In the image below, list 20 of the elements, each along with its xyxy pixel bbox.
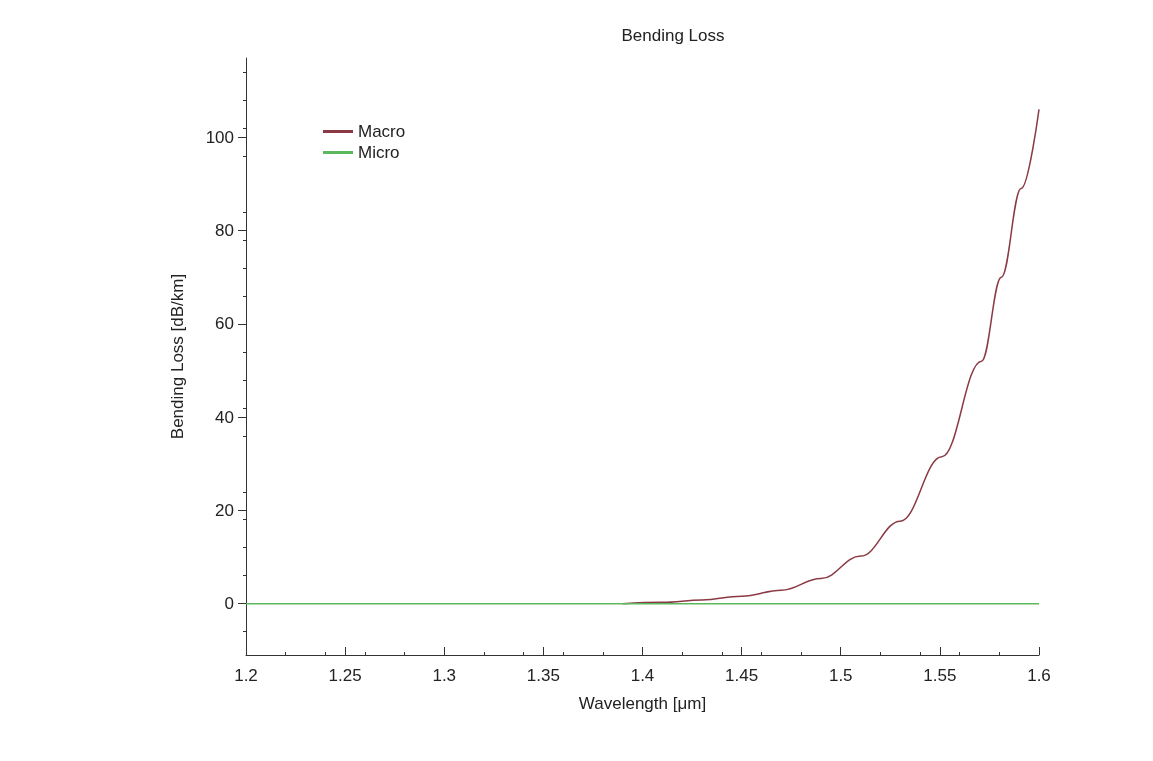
y-tick-label: 80 xyxy=(215,221,234,241)
legend-label: Micro xyxy=(358,143,400,162)
x-tick-label: 1.3 xyxy=(432,666,457,685)
y-tick-label: 100 xyxy=(205,127,234,147)
x-tick-label: 1.25 xyxy=(328,666,362,685)
x-tick-label: 1.35 xyxy=(526,666,560,685)
y-tick-label: 40 xyxy=(215,407,234,427)
y-tick-label: 0 xyxy=(224,594,234,614)
chart-title: Bending Loss xyxy=(621,26,725,45)
y-tick-label: 20 xyxy=(215,500,234,520)
x-tick-label: 1.5 xyxy=(828,666,853,685)
legend-label: Macro xyxy=(358,122,406,141)
y-tick-label: 60 xyxy=(215,314,234,334)
x-tick-label: 1.4 xyxy=(630,666,655,685)
x-tick-label: 1.2 xyxy=(234,666,258,685)
x-tick-label: 1.45 xyxy=(725,666,759,685)
x-tick-label: 1.6 xyxy=(1027,666,1051,685)
x-tick-label: 1.55 xyxy=(923,666,957,685)
x-axis-title: Wavelength [μm] xyxy=(578,694,707,713)
y-axis-title: Bending Loss [dB/km] xyxy=(168,273,187,440)
